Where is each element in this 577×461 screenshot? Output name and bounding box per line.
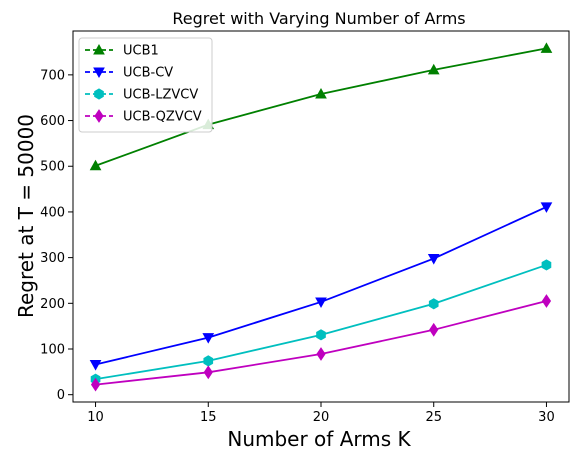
legend-item-ucb1: UCB1 — [85, 44, 159, 59]
data-point-ucb-qzvcv — [90, 377, 101, 392]
data-point-ucb-lzvcv — [316, 329, 326, 341]
data-point-ucb1 — [89, 159, 102, 171]
y-tick-label: 200 — [40, 297, 65, 312]
data-point-ucb-qzvcv — [429, 322, 439, 337]
data-point-ucb-lzvcv — [203, 355, 214, 367]
data-point-ucb-cv — [427, 254, 440, 265]
data-point-ucb1 — [315, 88, 327, 99]
legend-box — [78, 37, 213, 133]
data-point-ucb-cv — [202, 333, 215, 344]
series-line-ucb-lzvcv — [95, 264, 547, 381]
x-tick-label: 30 — [538, 410, 555, 425]
y-tick-label: 700 — [40, 68, 65, 83]
data-point-ucb-cv — [315, 297, 327, 308]
x-tick-label: 15 — [200, 410, 217, 425]
legend-item-ucb-cv: UCB-CV — [85, 66, 173, 81]
data-point-ucb1 — [427, 63, 440, 75]
legend-item-ucb-lzvcv: UCB-LZVCV — [85, 88, 198, 103]
data-point-ucb-qzvcv — [316, 347, 326, 361]
data-point-ucb1 — [540, 42, 553, 53]
legend-label: UCB-CV — [123, 66, 173, 81]
data-point-ucb-lzvcv — [541, 259, 552, 271]
legend: UCB1 UCB-CV UCB-LZVCV UCB-QZVCV — [78, 37, 213, 133]
data-point-ucb-qzvcv — [203, 365, 213, 380]
y-tick-label: 300 — [40, 251, 65, 266]
series-ucb-cv — [89, 202, 553, 371]
series-ucb-lzvcv — [90, 259, 552, 385]
y-tick-label: 400 — [40, 205, 65, 220]
y-axis: 0 100 200 300 400 500 600 700 — [40, 68, 73, 403]
series-ucb-qzvcv — [90, 294, 552, 392]
data-point-ucb-lzvcv — [428, 298, 439, 310]
series-line-ucb-qzvcv — [95, 300, 547, 386]
x-axis-label: Number of Arms K — [227, 427, 411, 451]
y-tick-label: 600 — [40, 114, 65, 129]
y-tick-label: 500 — [40, 160, 65, 175]
legend-item-ucb-qzvcv: UCB-QZVCV — [85, 109, 202, 125]
x-tick-label: 10 — [87, 410, 104, 425]
y-tick-label: 0 — [57, 388, 65, 403]
legend-marker — [94, 88, 104, 100]
series-line-ucb-cv — [95, 206, 547, 366]
y-axis-label: Regret at T = 50000 — [14, 114, 38, 318]
data-point-ucb-cv — [89, 360, 102, 371]
legend-marker — [93, 67, 105, 79]
x-axis: 10 15 20 25 30 — [87, 402, 555, 425]
x-tick-label: 25 — [425, 410, 442, 425]
legend-marker — [93, 43, 105, 55]
legend-label: UCB1 — [123, 44, 159, 59]
x-tick-label: 20 — [313, 410, 330, 425]
data-point-ucb-cv — [540, 202, 553, 213]
legend-label: UCB-QZVCV — [123, 110, 202, 125]
legend-label: UCB-LZVCV — [123, 88, 198, 103]
y-tick-label: 100 — [40, 343, 65, 358]
plot-area — [89, 42, 553, 392]
legend-marker — [94, 109, 104, 123]
chart-title: Regret with Varying Number of Arms — [172, 9, 465, 28]
data-point-ucb-qzvcv — [541, 294, 552, 308]
